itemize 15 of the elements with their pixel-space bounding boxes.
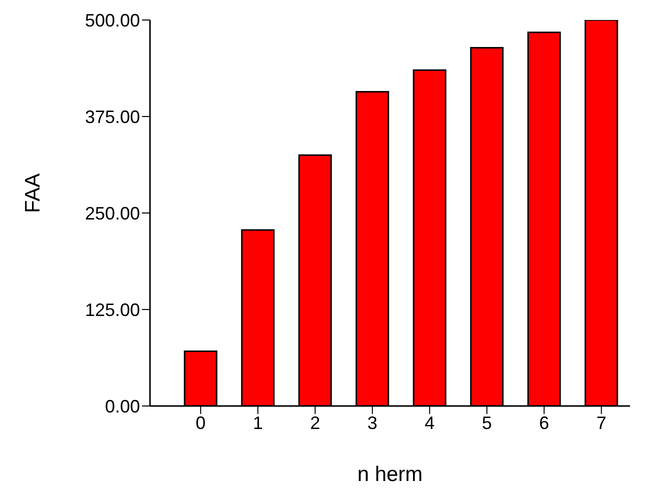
- x-tick-label: 4: [424, 412, 435, 433]
- y-tick-label: 500.00: [84, 10, 140, 30]
- y-tick-label: 125.00: [84, 300, 140, 320]
- x-tick-label: 7: [596, 412, 606, 433]
- x-tick-label: 0: [196, 412, 206, 433]
- y-tick-label: 250.00: [84, 203, 140, 224]
- y-tick-label: 0.00: [104, 396, 140, 416]
- x-tick-label: 1: [252, 412, 263, 433]
- x-tick-label: 5: [482, 412, 492, 433]
- x-axis-title: n herm: [357, 463, 423, 486]
- x-tick-label: 2: [310, 412, 320, 433]
- y-axis-title: FAA: [21, 173, 44, 213]
- x-tick-label: 6: [539, 412, 550, 433]
- x-tick-label: 3: [367, 412, 378, 433]
- y-tick-label: 375.00: [84, 106, 140, 127]
